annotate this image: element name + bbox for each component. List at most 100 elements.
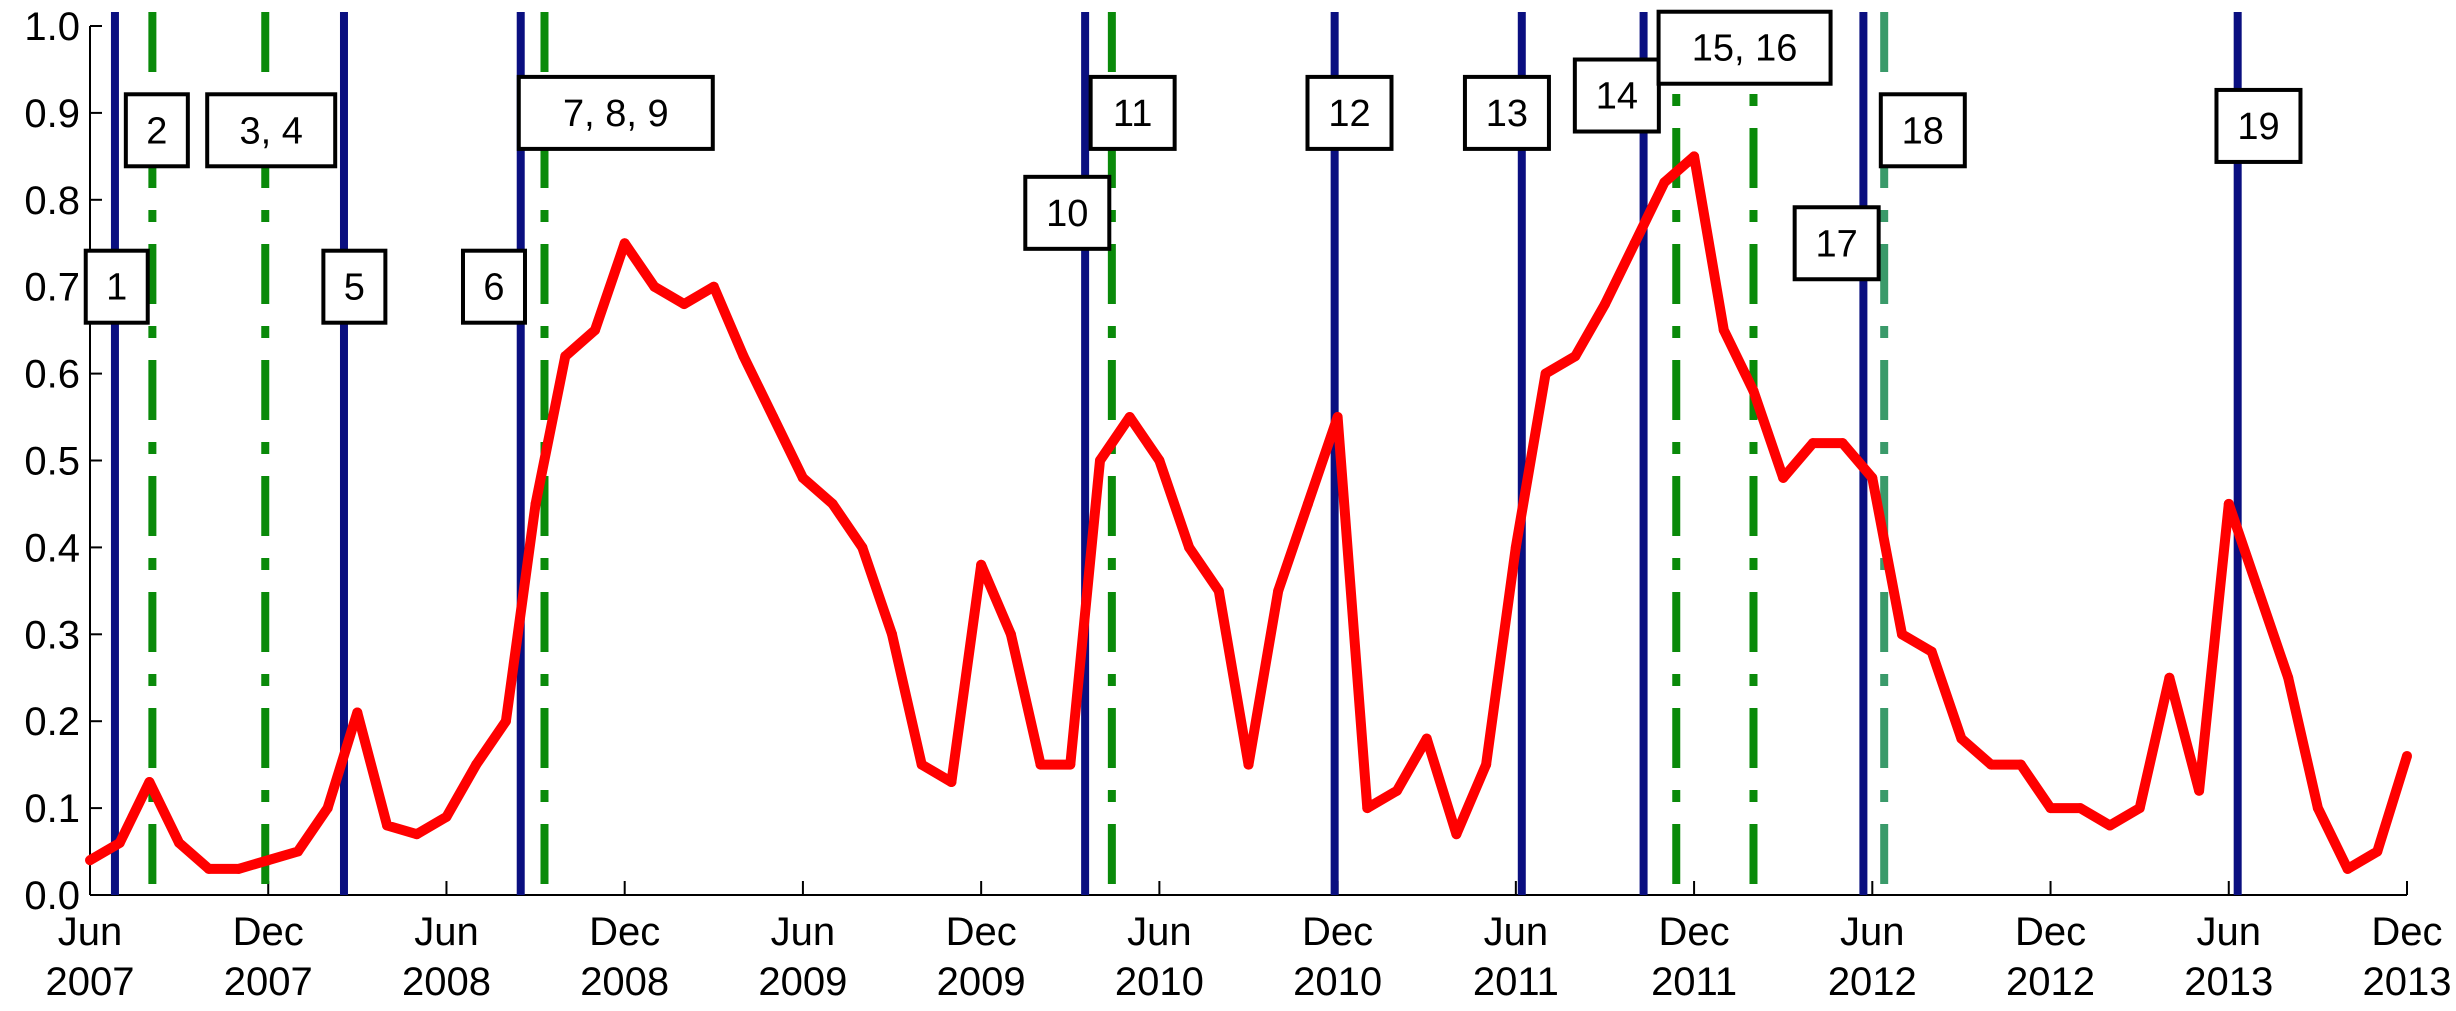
y-tick-label: 0.0 [24,874,80,918]
x-tick-label: Dec [589,910,660,954]
x-tick-label-year: 2011 [1651,960,1737,1004]
annotation-box: 1 [83,248,150,325]
annotation-box: 17 [1792,205,1881,282]
data-point [2312,803,2323,814]
data-point [1926,646,1937,657]
data-point [2253,585,2264,596]
annotation-box: 11 [1088,74,1177,151]
annotation-frame [2214,87,2303,164]
x-tick-label-year: 2012 [2006,960,2095,1004]
x-tick-label: Dec [1302,910,1373,954]
data-point [1897,629,1908,640]
annotation-box: 7, 8, 9 [516,74,715,151]
annotation-label: 12 [1328,93,1370,135]
annotation-box: 6 [460,248,527,325]
annotation-label: 5 [344,267,365,309]
x-tick-label: Dec [2371,910,2442,954]
annotation-box: 12 [1305,74,1394,151]
data-point [2104,820,2115,831]
annotation-frame [321,248,388,325]
data-point [768,412,779,423]
data-point [2075,803,2086,814]
y-tick-label: 0.5 [24,440,80,484]
data-point [1421,733,1432,744]
data-point [1065,759,1076,770]
data-point [1986,759,1997,770]
x-tick-label-year: 2013 [2363,960,2452,1004]
data-point [1035,759,1046,770]
data-point [738,351,749,362]
data-point [1243,759,1254,770]
x-tick-label: Jun [771,910,836,954]
data-point [1213,585,1224,596]
data-point [530,498,541,509]
y-tick-label: 0.4 [24,526,80,570]
data-point [441,811,452,822]
data-point [1362,803,1373,814]
x-tick-label: Dec [233,910,304,954]
x-tick-label: Dec [1659,910,1730,954]
annotation-frame [1792,205,1881,282]
data-point [589,325,600,336]
annotation-frame [516,74,715,151]
data-point [1629,238,1640,249]
y-tick-label: 0.2 [24,700,80,744]
annotation-box: 3, 4 [205,92,338,169]
data-point [322,803,333,814]
data-point [2372,846,2383,857]
annotation-frame [1088,74,1177,151]
data-point [1778,472,1789,483]
data-point [2194,785,2205,796]
data-point [1481,759,1492,770]
data-point [1451,829,1462,840]
data-point [1837,438,1848,449]
y-tick-label: 0.8 [24,179,80,223]
x-tick-label-year: 2013 [2184,960,2273,1004]
data-point [2045,803,2056,814]
data-point [1599,299,1610,310]
data-point [1273,585,1284,596]
x-tick-label-year: 2010 [1115,960,1204,1004]
annotation-label: 1 [106,267,127,309]
y-tick-label: 0.9 [24,92,80,136]
data-point [144,777,155,788]
x-tick-label: Jun [414,910,479,954]
data-point [352,707,363,718]
data-point [827,498,838,509]
x-tick-label-year: 2012 [1828,960,1917,1004]
data-point [1302,498,1313,509]
annotation-box: 14 [1572,57,1661,134]
annotation-frame [123,92,190,169]
annotation-box: 15, 16 [1656,9,1833,86]
x-tick-label-year: 2008 [580,960,669,1004]
data-point [946,777,957,788]
event-lines [110,12,2242,895]
annotation-frame [83,248,150,325]
data-point [679,299,690,310]
data-point [1807,438,1818,449]
data-point [1748,385,1759,396]
annotation-box: 2 [123,92,190,169]
y-tick-label: 1.0 [24,5,80,49]
annotation-label: 2 [146,110,167,152]
annotation-box: 18 [1878,92,1967,169]
annotation-label: 6 [483,267,504,309]
annotation-label: 14 [1596,76,1638,118]
x-tick-label-year: 2010 [1293,960,1382,1004]
annotation-frame [1305,74,1394,151]
annotation-frame [1023,174,1112,251]
x-tick-label-year: 2009 [937,960,1026,1004]
data-point [2223,498,2234,509]
data-point [1005,629,1016,640]
data-point [114,837,125,848]
data-point [976,559,987,570]
data-point [916,759,927,770]
x-tick-label: Jun [1840,910,1905,954]
data-point [411,829,422,840]
x-tick-label: Jun [1127,910,1192,954]
annotation-label: 13 [1486,93,1528,135]
data-point [1124,412,1135,423]
data-point [1956,733,1967,744]
annotation-box: 5 [321,248,388,325]
data-point [1867,472,1878,483]
